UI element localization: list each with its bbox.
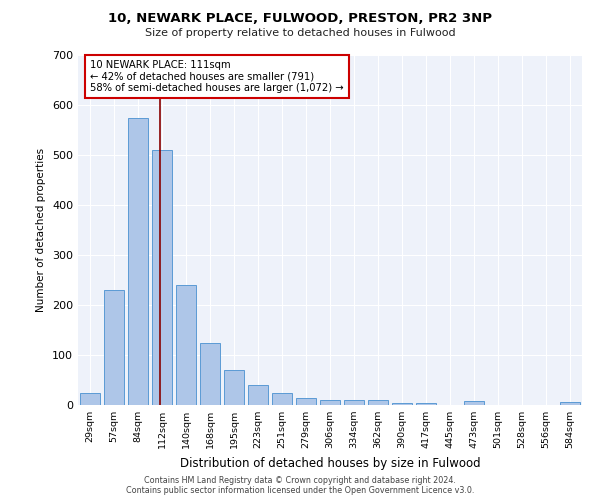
X-axis label: Distribution of detached houses by size in Fulwood: Distribution of detached houses by size … <box>179 456 481 469</box>
Bar <box>128 118 148 405</box>
Bar <box>248 385 268 405</box>
Bar <box>464 401 484 405</box>
Text: 10, NEWARK PLACE, FULWOOD, PRESTON, PR2 3NP: 10, NEWARK PLACE, FULWOOD, PRESTON, PR2 … <box>108 12 492 26</box>
Bar <box>368 400 388 405</box>
Bar <box>392 402 412 405</box>
Bar <box>152 150 172 405</box>
Bar <box>344 400 364 405</box>
Y-axis label: Number of detached properties: Number of detached properties <box>37 148 46 312</box>
Bar <box>560 402 580 405</box>
Bar <box>296 398 316 405</box>
Bar <box>320 400 340 405</box>
Bar <box>200 342 220 405</box>
Bar <box>224 370 244 405</box>
Text: Contains HM Land Registry data © Crown copyright and database right 2024.
Contai: Contains HM Land Registry data © Crown c… <box>126 476 474 495</box>
Bar <box>104 290 124 405</box>
Text: 10 NEWARK PLACE: 111sqm
← 42% of detached houses are smaller (791)
58% of semi-d: 10 NEWARK PLACE: 111sqm ← 42% of detache… <box>90 60 344 93</box>
Bar <box>80 392 100 405</box>
Bar <box>416 402 436 405</box>
Text: Size of property relative to detached houses in Fulwood: Size of property relative to detached ho… <box>145 28 455 38</box>
Bar <box>272 392 292 405</box>
Bar <box>176 285 196 405</box>
